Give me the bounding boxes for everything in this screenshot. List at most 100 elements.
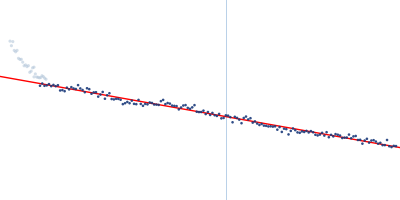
Point (330, 135, 336, 138)
Point (189, 106, 196, 109)
Point (274, 128, 280, 131)
Point (390, 144, 397, 147)
Point (270, 125, 276, 128)
Point (334, 133, 341, 136)
Point (46, 83, 52, 86)
Point (7, 40, 13, 43)
Point (258, 122, 265, 126)
Point (256, 123, 263, 127)
Point (173, 105, 180, 108)
Point (182, 103, 189, 107)
Point (88, 92, 95, 95)
Point (357, 138, 363, 141)
Point (43, 78, 49, 81)
Point (22, 63, 29, 66)
Point (158, 100, 164, 103)
Point (73, 87, 79, 91)
Point (194, 110, 200, 113)
Point (344, 136, 350, 139)
Point (135, 98, 142, 102)
Point (294, 131, 301, 134)
Point (384, 138, 390, 142)
Point (247, 117, 254, 120)
Point (120, 103, 126, 106)
Point (214, 114, 220, 118)
Point (196, 110, 202, 114)
Point (31, 75, 37, 78)
Point (162, 103, 168, 106)
Point (332, 133, 339, 136)
Point (52, 85, 59, 88)
Point (77, 87, 84, 90)
Point (184, 106, 191, 109)
Point (191, 104, 198, 107)
Point (31, 66, 37, 69)
Point (323, 131, 330, 134)
Point (95, 95, 102, 98)
Point (20, 61, 26, 64)
Point (160, 98, 166, 101)
Point (359, 142, 366, 145)
Point (366, 141, 372, 144)
Point (115, 97, 122, 100)
Point (68, 86, 74, 89)
Point (70, 87, 77, 90)
Point (250, 121, 256, 124)
Point (388, 145, 395, 149)
Point (355, 138, 361, 142)
Point (386, 145, 392, 148)
Point (240, 116, 247, 120)
Point (303, 129, 310, 132)
Point (151, 103, 157, 106)
Point (106, 92, 113, 95)
Point (133, 103, 140, 106)
Point (164, 101, 171, 105)
Point (243, 115, 249, 118)
Point (379, 144, 386, 147)
Point (205, 110, 211, 114)
Point (146, 101, 153, 104)
Point (113, 97, 119, 100)
Point (97, 93, 104, 96)
Point (220, 116, 227, 120)
Point (265, 125, 272, 128)
Point (59, 89, 66, 92)
Point (348, 137, 354, 140)
Point (118, 98, 124, 101)
Point (321, 134, 328, 137)
Point (90, 91, 97, 94)
Point (178, 106, 184, 109)
Point (171, 104, 178, 107)
Point (254, 122, 260, 125)
Point (339, 136, 346, 140)
Point (111, 98, 117, 101)
Point (319, 131, 325, 134)
Point (232, 115, 238, 118)
Point (375, 142, 381, 145)
Point (229, 121, 236, 124)
Point (288, 129, 294, 133)
Point (198, 110, 204, 114)
Point (312, 133, 318, 136)
Point (299, 130, 305, 133)
Point (17, 58, 23, 61)
Point (124, 100, 130, 104)
Point (382, 144, 388, 147)
Point (108, 97, 115, 101)
Point (370, 139, 377, 142)
Point (225, 114, 231, 117)
Point (102, 97, 108, 100)
Point (276, 125, 283, 129)
Point (10, 40, 16, 43)
Point (187, 107, 193, 110)
Point (236, 118, 242, 121)
Point (328, 133, 334, 136)
Point (104, 94, 110, 97)
Point (140, 104, 146, 107)
Point (79, 88, 86, 92)
Point (153, 103, 160, 106)
Point (50, 83, 57, 87)
Point (337, 134, 343, 137)
Point (55, 84, 61, 87)
Point (149, 101, 155, 105)
